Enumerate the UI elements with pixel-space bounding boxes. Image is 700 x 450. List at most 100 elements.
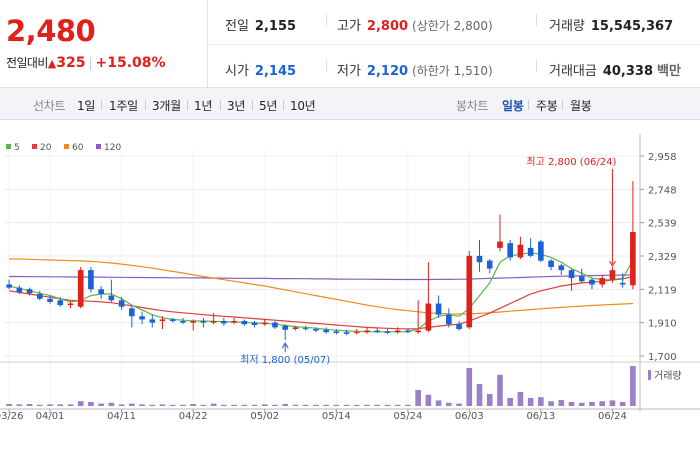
candle-body [425, 303, 432, 331]
range-3y-button[interactable]: 3년 [227, 99, 246, 113]
candle-body [200, 321, 207, 323]
change-label: 전일대비 [6, 56, 48, 70]
candle-body [405, 330, 411, 333]
volume-bar [6, 404, 12, 406]
volume-bar [599, 401, 606, 406]
candle-chart-label: 봉차트 [456, 99, 489, 113]
volume-bar [548, 401, 554, 406]
volume-bar [98, 403, 104, 406]
candle-body [180, 321, 186, 323]
high-value: 2,800 [366, 19, 409, 34]
candle-body [261, 322, 268, 325]
volume-bar [210, 403, 217, 406]
change-percent: +15.08% [95, 55, 166, 71]
ma120-line [9, 274, 633, 281]
volume-cell: 거래량 15,545,367 [549, 15, 673, 34]
divider [145, 100, 146, 110]
candle-daily-button[interactable]: 일봉 [502, 99, 524, 113]
divider [187, 100, 188, 110]
volume-bar [527, 398, 534, 406]
high-label: 고가 [337, 19, 361, 34]
line-chart-label: 선차트 [33, 99, 66, 113]
volume-bar [16, 404, 23, 406]
volume-bar [313, 404, 319, 406]
change-amount: 325 [56, 55, 86, 71]
volume-bar [446, 402, 452, 406]
divider [536, 60, 537, 72]
volume-bar [108, 402, 115, 406]
high-arrow-head [609, 260, 616, 267]
ma60-line [9, 258, 633, 315]
low-annotation: 최저 1,800 (05/07) [240, 354, 330, 366]
volume-bar [57, 404, 64, 406]
turnover-value: 40,338 [602, 64, 654, 79]
volume-bar [180, 404, 186, 406]
quote-header: 2,480 전일대비▲325 | +15.08% 전일 2,155 고가 2,800 (상… [0, 0, 700, 88]
range-3m-button[interactable]: 3개월 [152, 99, 181, 113]
volume-bar [415, 390, 421, 406]
volume-bar [47, 404, 53, 406]
range-5y-button[interactable]: 5년 [259, 99, 278, 113]
x-tick-label: 05/14 [322, 411, 351, 422]
candle-monthly-button[interactable]: 월봉 [570, 99, 592, 113]
volume-bar [200, 404, 207, 406]
y-tick-label: 2,748 [648, 185, 677, 196]
x-tick-label: 06/03 [455, 411, 484, 422]
candle-body [456, 324, 462, 329]
prev-close-value: 2,155 [254, 19, 297, 34]
divider [252, 100, 253, 110]
divider [536, 14, 537, 26]
volume-bar [568, 402, 575, 406]
open-label: 시가 [225, 64, 249, 79]
x-tick-label: 04/22 [179, 411, 208, 422]
volume-bar [558, 400, 565, 406]
legend-swatch [6, 144, 11, 149]
y-tick-label: 2,958 [648, 152, 677, 163]
upper-limit: (상한가 2,800) [412, 19, 493, 33]
range-1y-button[interactable]: 1년 [194, 99, 213, 113]
legend-label: 120 [104, 143, 121, 153]
volume-bar [261, 404, 268, 406]
volume-bar [353, 404, 360, 406]
volume-bar [364, 404, 370, 406]
candle-body [558, 265, 565, 271]
range-1d-button[interactable]: 1일 [77, 99, 96, 113]
volume-bar [292, 404, 299, 406]
candle-body [630, 231, 636, 286]
volume-label: 거래량 [654, 370, 682, 382]
candle-body [47, 298, 53, 302]
range-1w-button[interactable]: 1주일 [109, 99, 138, 113]
volume-bar [302, 404, 309, 406]
legend-swatch [96, 144, 101, 149]
candle-weekly-button[interactable]: 주봉 [536, 99, 558, 113]
candle-body [282, 325, 289, 330]
candle-body [394, 330, 401, 333]
candle-body [26, 289, 33, 294]
y-tick-label: 2,119 [648, 285, 677, 296]
candle-body [292, 327, 299, 329]
candle-body [589, 279, 595, 285]
volume-bar [333, 404, 340, 406]
volume-bar [190, 404, 196, 406]
volume-bar [343, 404, 350, 406]
current-price: 2,480 [6, 14, 96, 48]
x-tick-label: 03/26 [0, 411, 24, 422]
legend-label: 5 [14, 143, 20, 153]
y-tick-label: 2,539 [648, 219, 677, 230]
volume-bar [221, 404, 227, 406]
volume-bar [394, 404, 401, 406]
divider [562, 100, 563, 110]
x-tick-label: 04/01 [36, 411, 65, 422]
volume-bar [609, 400, 616, 406]
range-10y-button[interactable]: 10년 [290, 99, 316, 113]
volume-bar [159, 404, 166, 406]
divider [283, 100, 284, 110]
volume-bar [251, 404, 258, 406]
high-cell: 고가 2,800 (상한가 2,800) [337, 15, 493, 34]
open-cell: 시가 2,145 [225, 60, 296, 79]
candle-body [36, 293, 43, 299]
volume-bar [374, 404, 381, 406]
candle-body [548, 260, 554, 267]
volume-bar [77, 401, 84, 406]
candle-body [353, 332, 360, 334]
